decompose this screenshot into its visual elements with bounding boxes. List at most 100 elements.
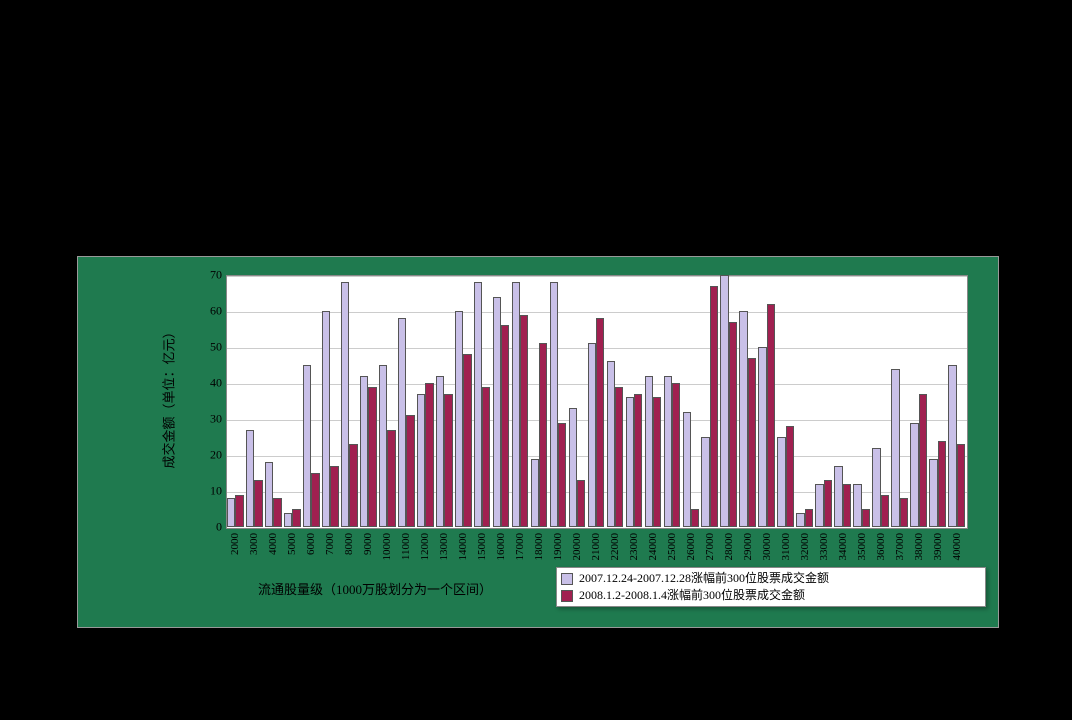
bar bbox=[444, 394, 452, 527]
bar bbox=[645, 376, 653, 527]
x-axis-label: 流通股量级（1000万股划分为一个区间） bbox=[258, 579, 492, 598]
x-tick-label: 29000 bbox=[742, 533, 754, 561]
x-tick-label: 35000 bbox=[856, 533, 868, 561]
bar bbox=[634, 394, 642, 527]
bar bbox=[368, 387, 376, 527]
bar bbox=[739, 311, 747, 527]
x-tick-label: 21000 bbox=[590, 533, 602, 561]
x-tick-label: 5000 bbox=[286, 533, 298, 555]
x-tick-label: 40000 bbox=[951, 533, 963, 561]
x-tick-label: 19000 bbox=[552, 533, 564, 561]
x-tick-label: 26000 bbox=[685, 533, 697, 561]
bar bbox=[672, 383, 680, 527]
x-tick-label: 11000 bbox=[400, 533, 412, 560]
bar bbox=[227, 498, 235, 527]
bar bbox=[919, 394, 927, 527]
x-tick-label: 17000 bbox=[514, 533, 526, 561]
bar bbox=[758, 347, 766, 527]
bar bbox=[425, 383, 433, 527]
bar bbox=[824, 480, 832, 527]
x-tick-label: 8000 bbox=[343, 533, 355, 555]
x-tick-label: 34000 bbox=[837, 533, 849, 561]
bar bbox=[626, 397, 634, 527]
bar bbox=[341, 282, 349, 527]
x-tick-label: 16000 bbox=[495, 533, 507, 561]
bar bbox=[577, 480, 585, 527]
y-tick-label: 40 bbox=[192, 376, 222, 391]
x-tick-label: 3000 bbox=[248, 533, 260, 555]
x-tick-label: 22000 bbox=[609, 533, 621, 561]
x-tick-label: 36000 bbox=[875, 533, 887, 561]
bar bbox=[311, 473, 319, 527]
x-tick-label: 7000 bbox=[324, 533, 336, 555]
bar bbox=[910, 423, 918, 527]
x-tick-label: 27000 bbox=[704, 533, 716, 561]
y-tick-label: 70 bbox=[192, 268, 222, 283]
bar bbox=[653, 397, 661, 527]
bar bbox=[265, 462, 273, 527]
x-tick-label: 33000 bbox=[818, 533, 830, 561]
bars-layer bbox=[226, 275, 966, 527]
bar bbox=[929, 459, 937, 527]
x-tick-label: 28000 bbox=[723, 533, 735, 561]
bar bbox=[588, 343, 596, 527]
bar bbox=[493, 297, 501, 527]
bar bbox=[767, 304, 775, 527]
bar bbox=[550, 282, 558, 527]
bar bbox=[596, 318, 604, 527]
bar bbox=[303, 365, 311, 527]
bar bbox=[463, 354, 471, 527]
x-tick-label: 6000 bbox=[305, 533, 317, 555]
legend: 2007.12.24-2007.12.28涨幅前300位股票成交金额 2008.… bbox=[556, 567, 986, 607]
bar bbox=[881, 495, 889, 527]
bar bbox=[957, 444, 965, 527]
bar bbox=[862, 509, 870, 527]
bar bbox=[615, 387, 623, 527]
bar bbox=[474, 282, 482, 527]
x-tick-label: 23000 bbox=[628, 533, 640, 561]
x-tick-label: 12000 bbox=[419, 533, 431, 561]
bar bbox=[387, 430, 395, 527]
x-tick-label: 2000 bbox=[229, 533, 241, 555]
bar bbox=[938, 441, 946, 527]
y-axis-label: 成交金额（单位：亿元） bbox=[159, 325, 178, 468]
x-tick-label: 37000 bbox=[894, 533, 906, 561]
bar bbox=[501, 325, 509, 527]
bar bbox=[360, 376, 368, 527]
bar bbox=[558, 423, 566, 527]
bar bbox=[805, 509, 813, 527]
bar bbox=[482, 387, 490, 527]
bar bbox=[436, 376, 444, 527]
bar bbox=[273, 498, 281, 527]
x-tick-label: 18000 bbox=[533, 533, 545, 561]
bar bbox=[246, 430, 254, 527]
bar bbox=[330, 466, 338, 527]
bar bbox=[853, 484, 861, 527]
bar bbox=[664, 376, 672, 527]
y-tick-label: 10 bbox=[192, 484, 222, 499]
x-tick-label: 24000 bbox=[647, 533, 659, 561]
bar bbox=[284, 513, 292, 527]
y-tick-label: 0 bbox=[192, 520, 222, 535]
x-tick-label: 9000 bbox=[362, 533, 374, 555]
bar bbox=[349, 444, 357, 527]
bar bbox=[569, 408, 577, 527]
x-tick-label: 38000 bbox=[913, 533, 925, 561]
bar bbox=[748, 358, 756, 527]
bar bbox=[834, 466, 842, 527]
bar bbox=[777, 437, 785, 527]
y-tick-label: 50 bbox=[192, 340, 222, 355]
legend-label: 2008.1.2-2008.1.4涨幅前300位股票成交金额 bbox=[579, 587, 805, 604]
bar bbox=[417, 394, 425, 527]
bar bbox=[720, 275, 728, 527]
bar bbox=[691, 509, 699, 527]
x-tick-label: 15000 bbox=[476, 533, 488, 561]
bar bbox=[398, 318, 406, 527]
y-tick-label: 60 bbox=[192, 304, 222, 319]
bar bbox=[379, 365, 387, 527]
bar bbox=[406, 415, 414, 527]
x-tick-label: 30000 bbox=[761, 533, 773, 561]
bar bbox=[786, 426, 794, 527]
bar bbox=[520, 315, 528, 527]
bar bbox=[531, 459, 539, 527]
